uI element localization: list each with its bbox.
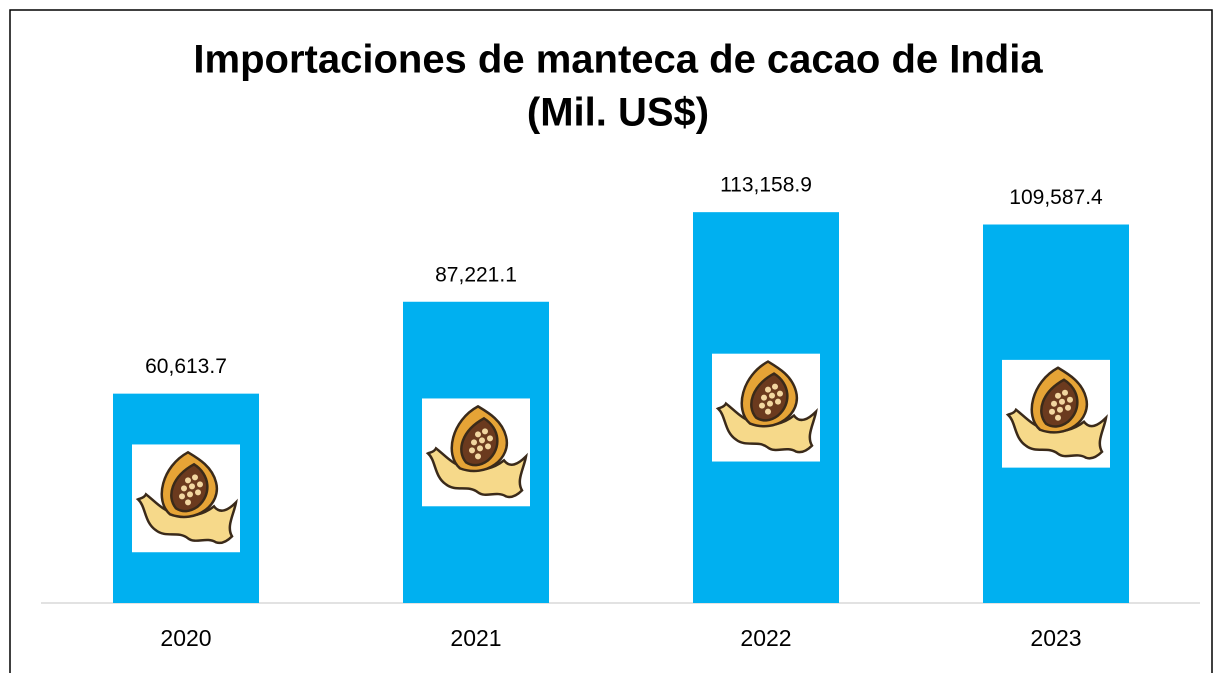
cacao-icon	[422, 398, 530, 507]
value-label: 109,587.4	[1009, 186, 1103, 209]
cacao-icon	[132, 444, 240, 553]
x-tick-label: 2022	[740, 625, 791, 651]
x-tick-label: 2020	[160, 625, 211, 651]
chart-title: Importaciones de manteca de cacao de Ind…	[193, 38, 1043, 82]
cacao-icon	[1002, 359, 1110, 468]
x-tick-label: 2023	[1030, 625, 1081, 651]
x-tick-label: 2021	[450, 625, 501, 651]
value-label: 87,221.1	[435, 263, 517, 286]
frame	[9, 9, 1213, 673]
value-label: 113,158.9	[720, 174, 812, 197]
chart-subtitle: (Mil. US$)	[527, 91, 709, 135]
value-label: 60,613.7	[145, 355, 227, 378]
cacao-icon	[712, 353, 820, 462]
